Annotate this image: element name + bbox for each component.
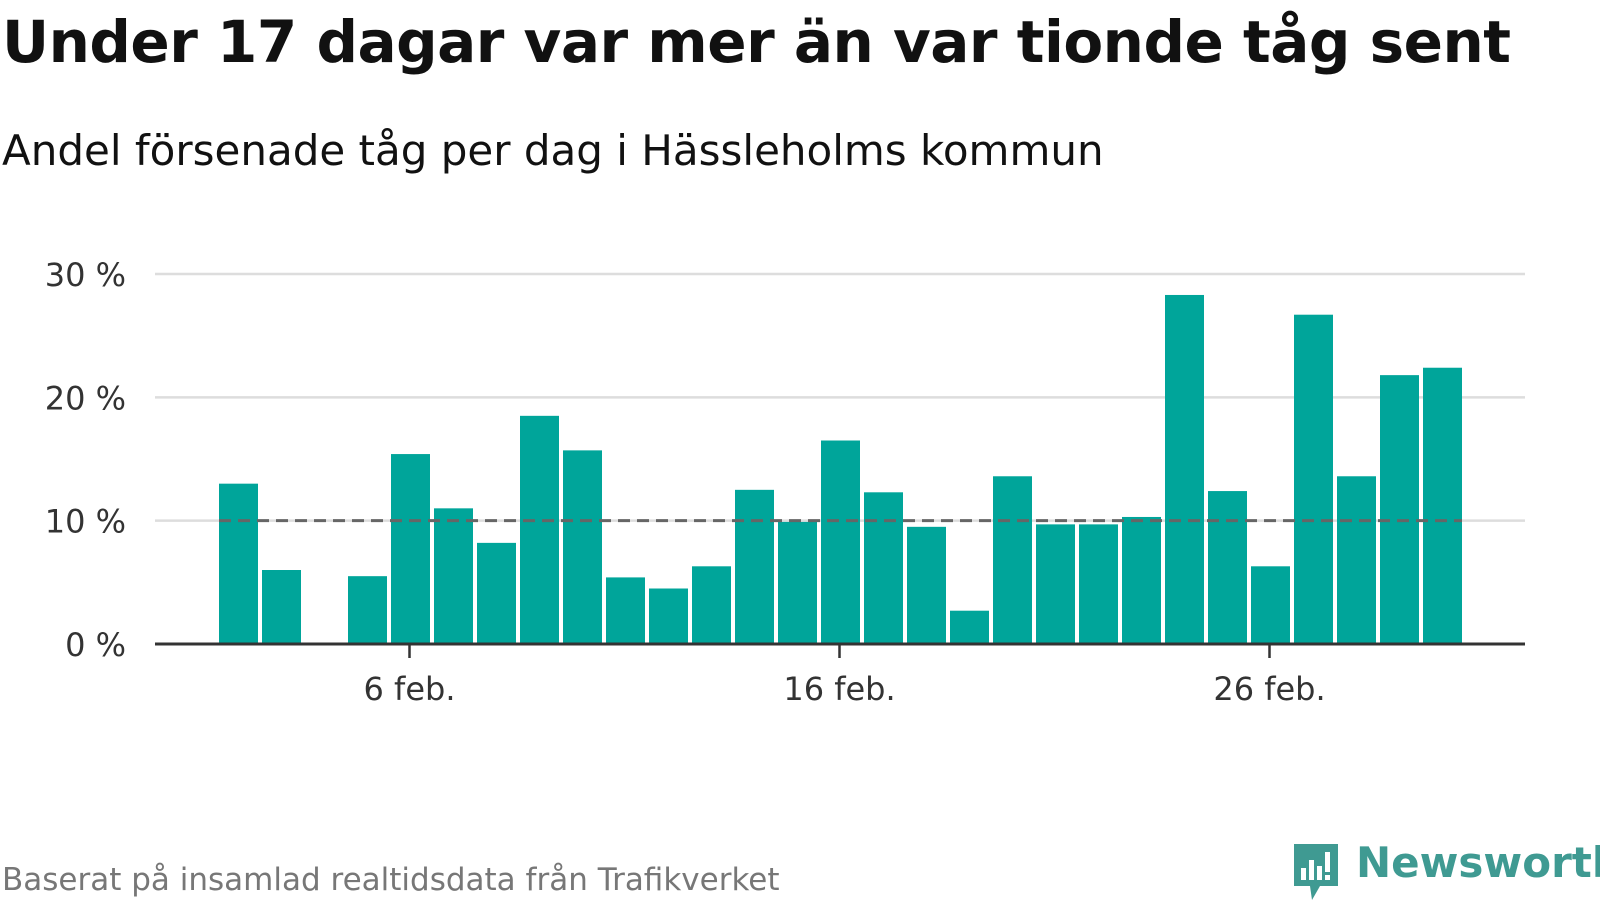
bar xyxy=(1294,314,1333,644)
bar xyxy=(1337,476,1376,644)
y-tick-label: 10 % xyxy=(45,503,126,541)
bar xyxy=(391,454,430,644)
bar xyxy=(1079,524,1118,644)
bar xyxy=(1423,367,1462,644)
bar xyxy=(1122,516,1161,644)
bar xyxy=(1208,491,1247,644)
x-tick-label: 6 feb. xyxy=(364,670,456,708)
bar xyxy=(477,542,516,644)
chart-title: Under 17 dagar var mer än var tionde tåg… xyxy=(2,8,1511,76)
bar xyxy=(563,450,602,644)
y-tick-label: 20 % xyxy=(45,379,126,417)
bar xyxy=(821,440,860,644)
bar xyxy=(1036,524,1075,644)
bar xyxy=(993,476,1032,644)
source-note: Baserat på insamlad realtidsdata från Tr… xyxy=(2,862,780,898)
bar xyxy=(219,483,258,644)
bar xyxy=(950,610,989,644)
x-tick-label: 16 feb. xyxy=(783,670,895,708)
bar xyxy=(1251,566,1290,644)
bar xyxy=(434,508,473,644)
bar xyxy=(348,576,387,644)
bar xyxy=(649,588,688,644)
brand-logo: Newsworthy xyxy=(1290,842,1600,900)
y-tick-label: 30 % xyxy=(45,256,126,294)
bar xyxy=(778,521,817,644)
bar xyxy=(520,415,559,644)
bar xyxy=(262,570,301,644)
bar xyxy=(907,526,946,644)
x-tick-label: 26 feb. xyxy=(1213,670,1325,708)
bar xyxy=(735,489,774,644)
bar xyxy=(864,492,903,644)
bar xyxy=(692,566,731,644)
bar xyxy=(606,577,645,644)
bar xyxy=(1380,375,1419,644)
chart-subtitle: Andel försenade tåg per dag i Hässleholm… xyxy=(2,126,1104,175)
newsworthy-logo-icon xyxy=(1294,844,1338,900)
bar xyxy=(1165,294,1204,644)
brand-name: Newsworthy xyxy=(1356,838,1600,887)
y-tick-label: 0 % xyxy=(65,626,126,664)
